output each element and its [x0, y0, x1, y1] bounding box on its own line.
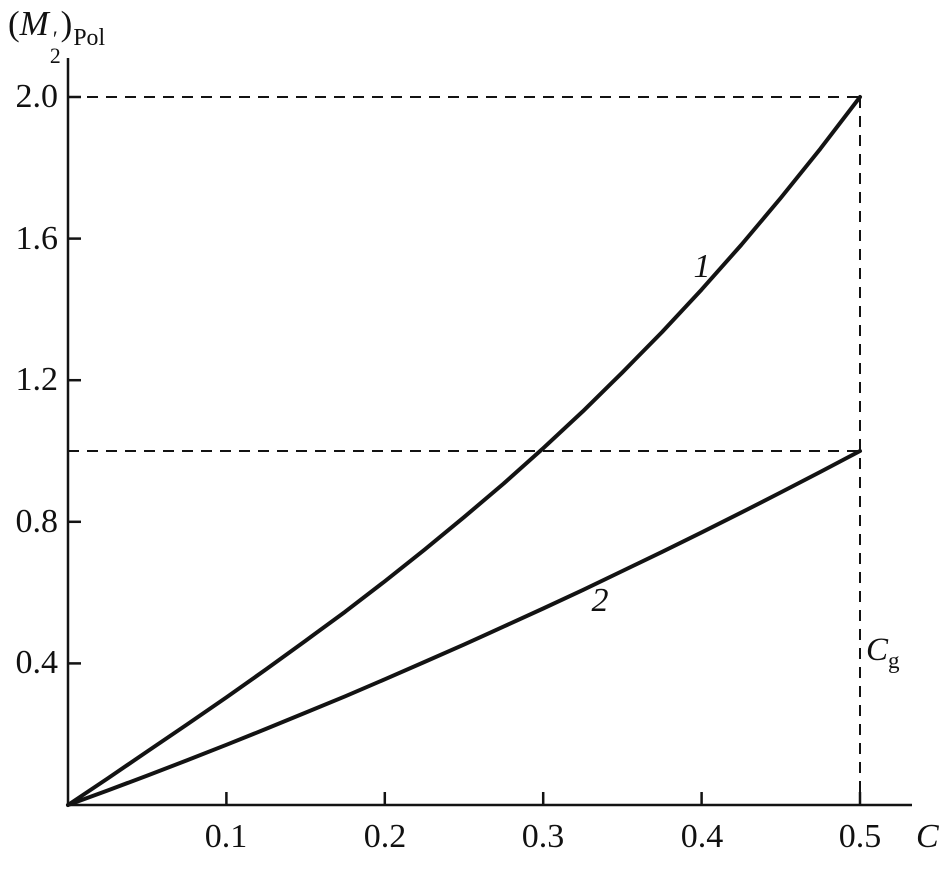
curve-1: [66, 95, 862, 807]
curve-1-label: 1: [693, 248, 711, 285]
y-tick-label-1-6: 1.6: [15, 220, 59, 257]
curve-2-label: 2: [591, 582, 609, 619]
y-tick-label-2-0: 2.0: [15, 78, 59, 115]
y-tick-label-1-2: 1.2: [15, 361, 59, 398]
x-tick-label-0-2: 0.2: [363, 818, 407, 855]
x-axis-title: C: [916, 818, 939, 855]
y-title-open-paren: (: [8, 4, 20, 43]
x-tick-label-0-3: 0.3: [521, 818, 565, 855]
x-tick-label-0-4: 0.4: [680, 818, 724, 855]
x-tick-label-0-5: 0.5: [838, 818, 882, 855]
cg-annotation: Cg: [866, 634, 900, 672]
y-title-m-symbol: M: [19, 4, 49, 43]
y-tick-label-0-8: 0.8: [15, 503, 59, 540]
y-title-prime-sub-stack: ′ 2: [49, 26, 61, 68]
prime-mark: ′: [52, 26, 58, 51]
y-tick-label-0-4: 0.4: [15, 644, 59, 681]
y-title-close-paren: ): [60, 4, 73, 43]
cg-symbol: C: [866, 632, 889, 668]
subscript-two: 2: [49, 43, 61, 68]
curve-2: [66, 449, 862, 807]
x-tick-label-0-1: 0.1: [204, 818, 248, 855]
y-axis-title: (M ′ 2)Pol: [8, 4, 106, 68]
cg-subscript: g: [888, 647, 900, 674]
y-title-pol-subscript: Pol: [73, 24, 106, 51]
